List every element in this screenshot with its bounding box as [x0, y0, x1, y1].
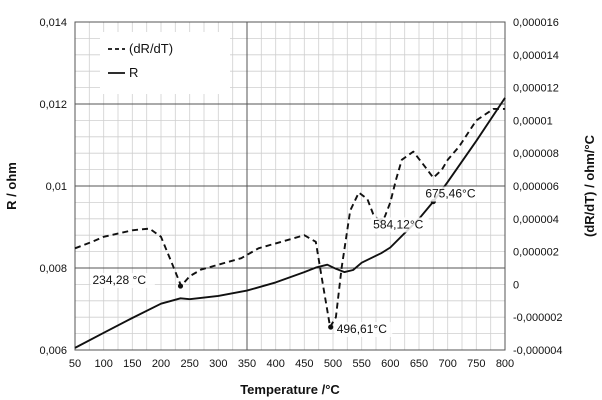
- annotation-label: 584,12°C: [373, 217, 424, 231]
- annotation-bg: [90, 273, 155, 289]
- x-tick-label: 500: [324, 358, 342, 370]
- annotation-label: 234,28 °C: [92, 273, 146, 287]
- annotation-marker: [177, 283, 184, 289]
- x-tick-label: 250: [180, 358, 198, 370]
- x-tick-labels: 50 100 150 200 250 300 350 400 450 500 550 600 650 70…: [69, 358, 514, 370]
- x-tick-label: 350: [238, 358, 256, 370]
- x-tick-label: 650: [410, 358, 428, 370]
- series-line-r: [74, 97, 506, 349]
- x-tick-label: 300: [209, 358, 227, 370]
- y2-tick-label: 0: [513, 279, 519, 291]
- y2-tick-label: 0,000008: [513, 148, 559, 160]
- legend: (dR/dT) R: [100, 32, 230, 94]
- annotations: 234,28 °C 496,61°C 584,12°C 675,46°C: [90, 186, 481, 338]
- x-tick-label: 450: [295, 358, 313, 370]
- x-axis-title: Temperature /°C: [240, 382, 340, 397]
- y2-tick-label: 0,000014: [513, 50, 559, 62]
- series-lines: [74, 97, 506, 349]
- y-tick-label: 0,012: [39, 99, 67, 111]
- y2-tick-label: 0,000006: [513, 181, 559, 193]
- x-tick-label: 800: [496, 358, 514, 370]
- legend-label-r: R: [129, 65, 138, 80]
- x-tick-label: 100: [94, 358, 112, 370]
- y-tick-label: 0,014: [39, 17, 67, 29]
- y2-tick-label: 0,00001: [513, 115, 553, 127]
- legend-label-drdt: (dR/dT): [129, 41, 173, 56]
- y2-tick-label: 0,000004: [513, 214, 559, 226]
- y-tick-label: 0,008: [39, 263, 67, 275]
- x-tick-label: 150: [123, 358, 141, 370]
- annotation-label: 496,61°C: [337, 322, 388, 336]
- y2-tick-label: 0,000016: [513, 17, 559, 29]
- series-line-drdt: [74, 107, 505, 328]
- x-tick-label: 550: [352, 358, 370, 370]
- y-tick-label: 0,01: [46, 181, 67, 193]
- plot-frame: [74, 21, 506, 351]
- annotation-label: 675,46°C: [425, 187, 476, 201]
- y2-tick-label: -0,000002: [513, 312, 563, 324]
- annotation-marker: [328, 324, 334, 330]
- annotation-bg: [334, 322, 393, 338]
- y-axis-title: R / ohm: [4, 162, 19, 210]
- x-tick-label: 600: [381, 358, 399, 370]
- major-grid: [75, 22, 505, 350]
- y2-axis-title: (dR/dT) / ohm/°C: [582, 134, 597, 237]
- y-tick-labels: 0,006 0,008 0,01 0,012 0,014: [39, 17, 67, 357]
- legend-box: [100, 32, 230, 94]
- annotation-bg: [423, 186, 481, 202]
- annotation-bg: [371, 217, 429, 233]
- y-tick-label: 0,006: [39, 345, 67, 357]
- x-tick-label: 50: [69, 358, 81, 370]
- y2-tick-labels: -0,000004 -0,000002 0 0,000002 0,000004 0,000…: [513, 17, 563, 357]
- x-tick-label: 200: [152, 358, 170, 370]
- x-tick-label: 750: [467, 358, 485, 370]
- x-tick-label: 400: [266, 358, 284, 370]
- y2-tick-label: 0,000002: [513, 247, 559, 259]
- y2-tick-label: -0,000004: [513, 345, 563, 357]
- x-tick-label: 700: [438, 358, 456, 370]
- y2-tick-label: 0,000012: [513, 83, 559, 95]
